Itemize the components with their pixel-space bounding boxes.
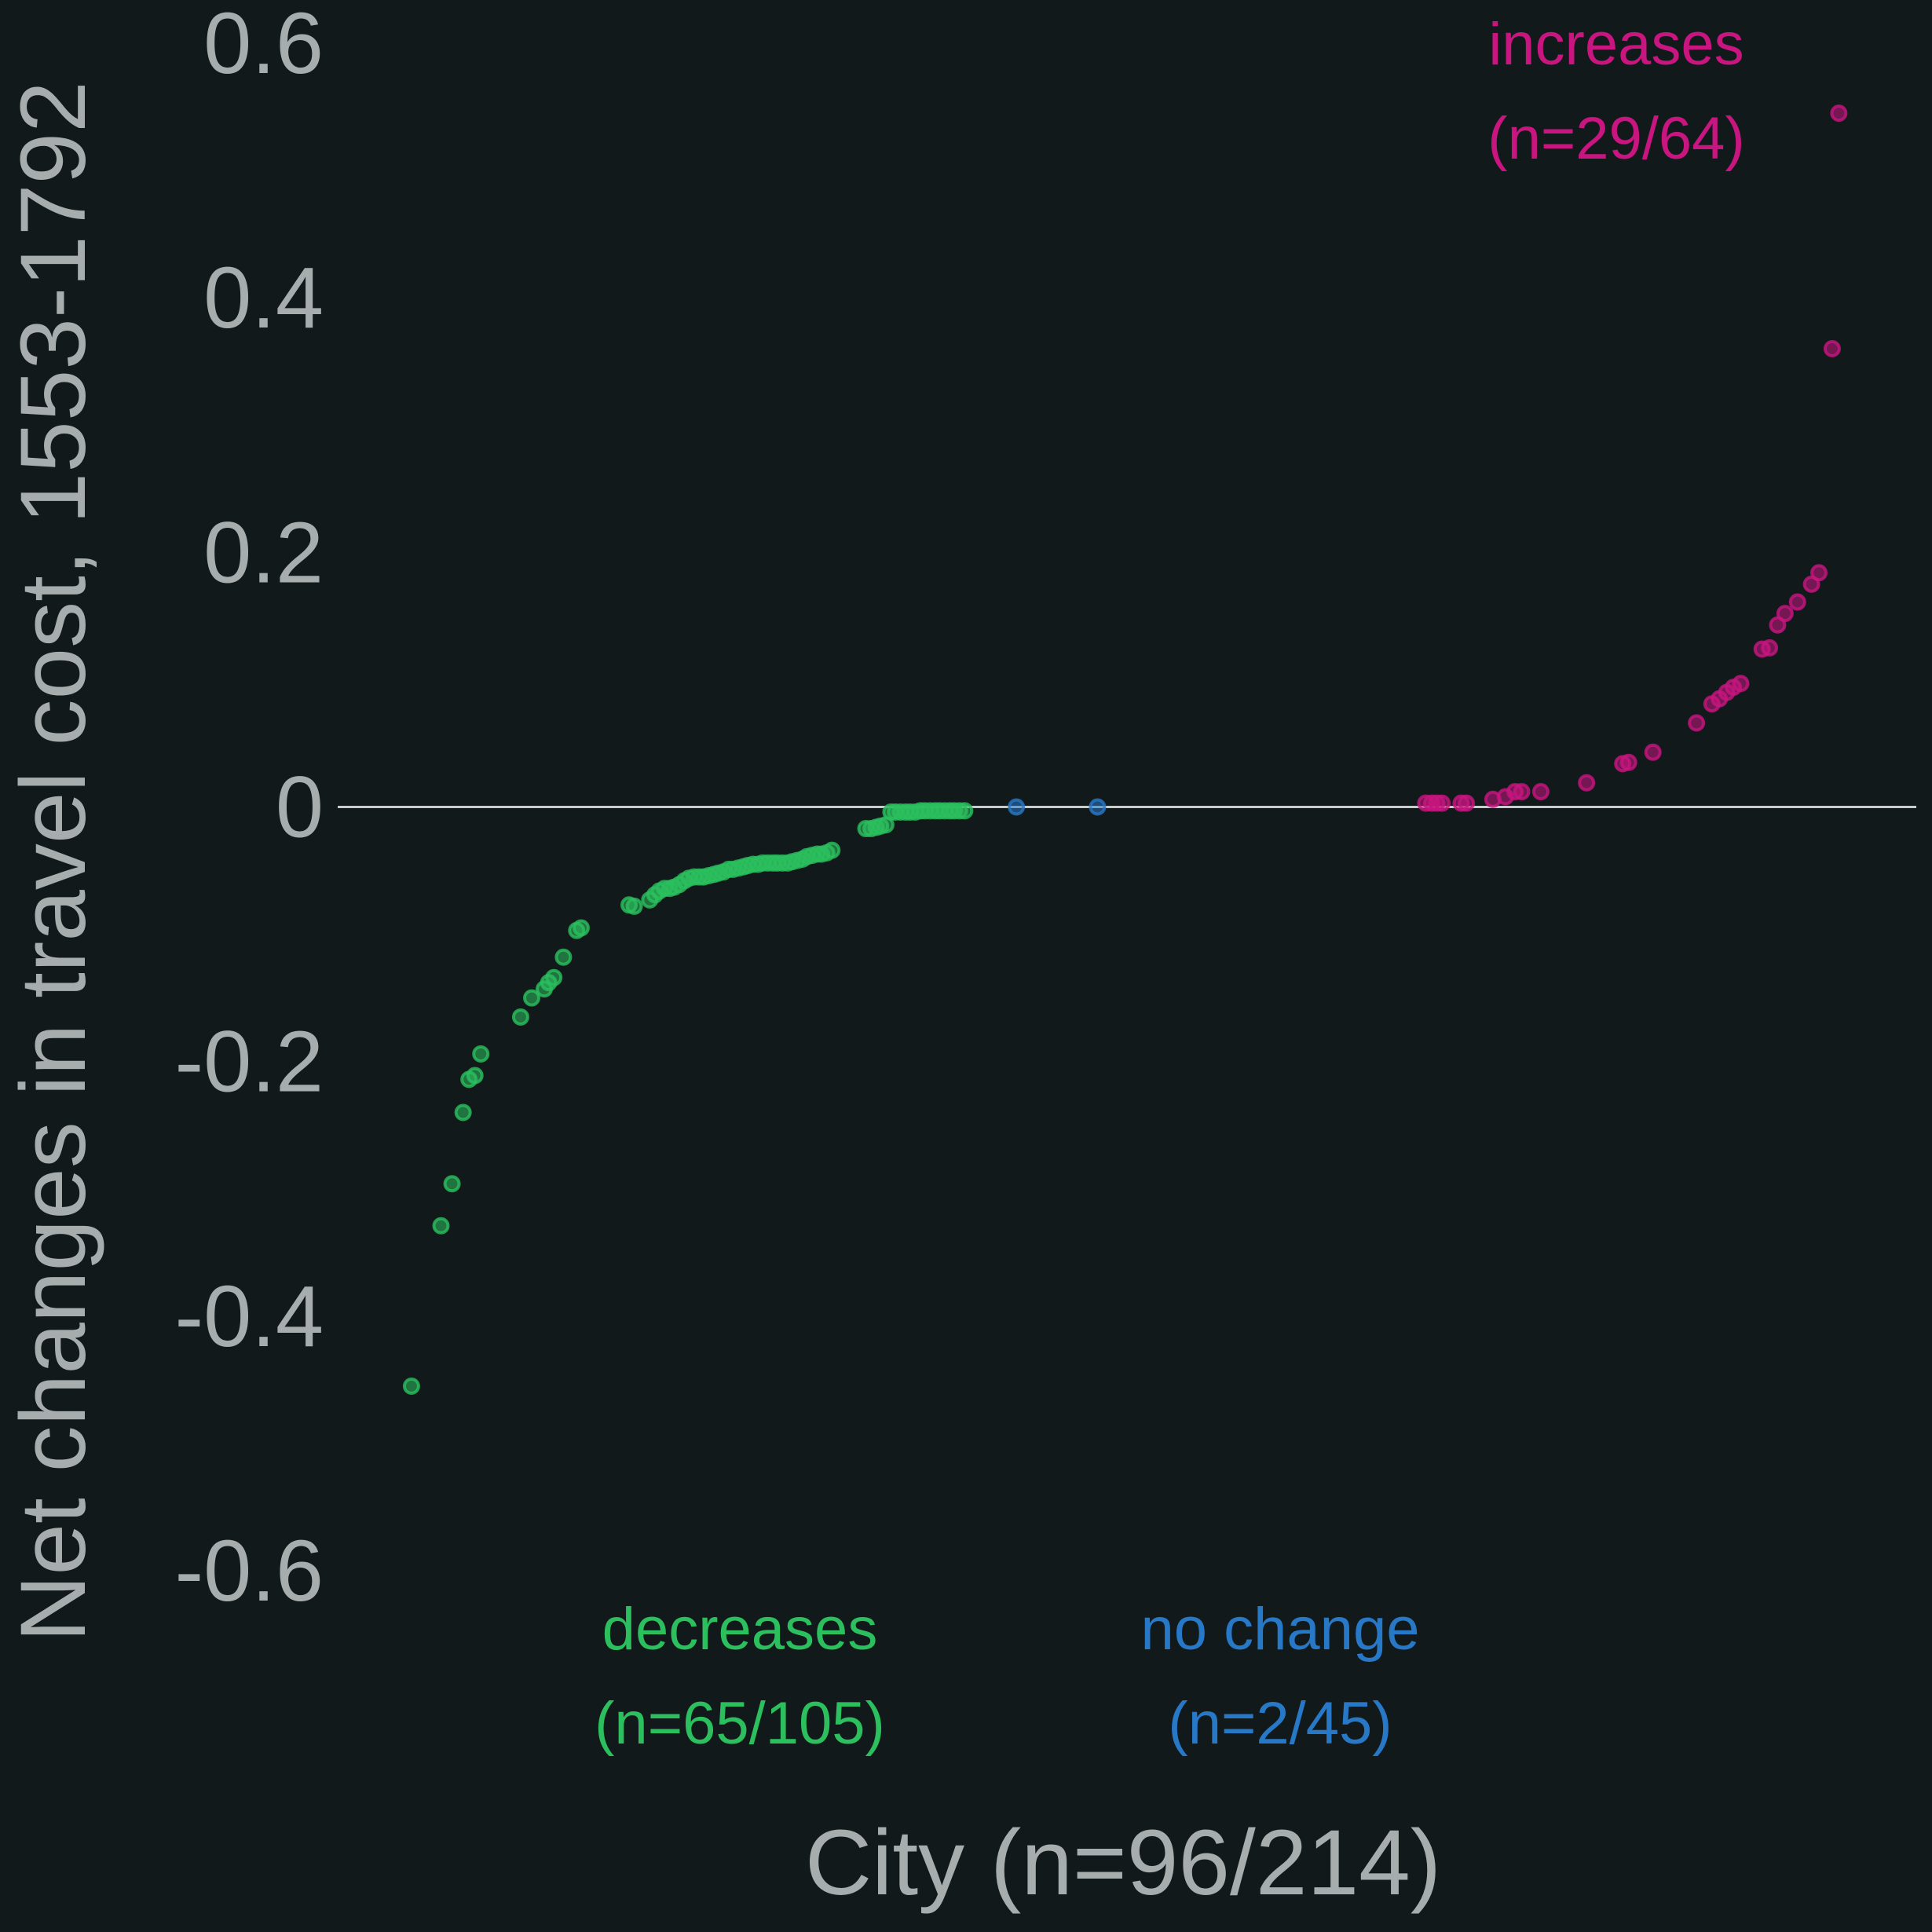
increases-point bbox=[1776, 605, 1794, 623]
increases-point bbox=[1433, 794, 1451, 812]
y-tick-label: 0 bbox=[276, 759, 324, 856]
decreases-point bbox=[466, 1067, 484, 1085]
decreases-point bbox=[823, 841, 841, 859]
decreases-point bbox=[625, 897, 643, 915]
decreases-point bbox=[523, 989, 541, 1007]
y-tick-label: -0.2 bbox=[174, 1014, 324, 1111]
increases-point bbox=[1644, 743, 1662, 761]
y-tick-label: 0.6 bbox=[203, 0, 324, 92]
decreases-point bbox=[454, 1103, 472, 1122]
x-axis-label: City (n=96/214) bbox=[805, 1811, 1441, 1915]
y-axis-label: Net changes in travel cost, 1553-1792 bbox=[2, 81, 105, 1642]
increases-count: (n=29/64) bbox=[1487, 105, 1744, 172]
decreases-point bbox=[554, 948, 573, 966]
decreases-point bbox=[511, 1008, 529, 1026]
decreases-point bbox=[572, 919, 590, 937]
increases-point bbox=[1823, 340, 1841, 357]
y-tick-labels: 0.6 0.4 0.2 0 -0.2 -0.4 -0.6 bbox=[174, 0, 324, 1619]
decreases-count: (n=65/105) bbox=[595, 1690, 885, 1757]
data-points bbox=[402, 104, 1848, 1395]
increases-point bbox=[1619, 753, 1637, 771]
increases-point bbox=[1830, 104, 1848, 123]
y-tick-label: -0.4 bbox=[174, 1268, 324, 1365]
decreases-point bbox=[956, 802, 974, 820]
decreases-point bbox=[545, 968, 563, 986]
decreases-point bbox=[443, 1175, 461, 1193]
decreases-point bbox=[472, 1045, 490, 1063]
no-change-label: no change bbox=[1141, 1596, 1420, 1663]
no-change-point bbox=[1008, 798, 1026, 816]
y-tick-label: 0.4 bbox=[203, 250, 324, 346]
increases-point bbox=[1458, 794, 1476, 812]
increases-point bbox=[1761, 639, 1779, 657]
no-change-count: (n=2/45) bbox=[1168, 1690, 1392, 1757]
increases-point bbox=[1578, 774, 1596, 792]
decreases-point bbox=[402, 1377, 420, 1395]
increases-point bbox=[1688, 714, 1706, 732]
increases-point bbox=[1531, 783, 1550, 801]
increases-point bbox=[1513, 783, 1531, 801]
decreases-label: decreases bbox=[602, 1596, 878, 1663]
increases-point bbox=[1810, 564, 1828, 582]
increases-label: increases bbox=[1488, 11, 1744, 78]
y-tick-label: -0.6 bbox=[174, 1523, 324, 1619]
no-change-point bbox=[1089, 798, 1107, 816]
y-tick-label: 0.2 bbox=[203, 504, 324, 601]
increases-point bbox=[1732, 675, 1750, 693]
increases-point bbox=[1788, 593, 1806, 611]
decreases-point bbox=[432, 1217, 450, 1235]
